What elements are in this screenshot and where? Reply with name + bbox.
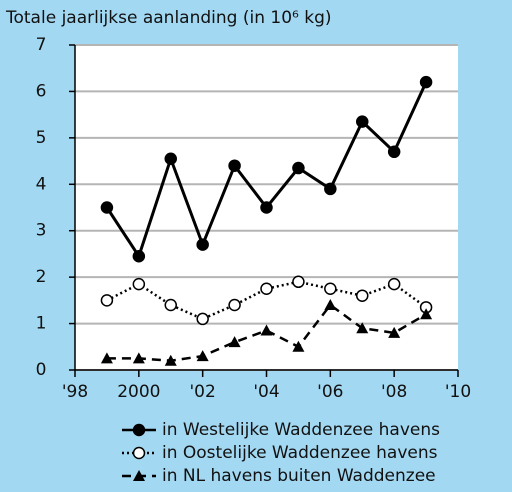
y-tick-label: 1 — [36, 314, 47, 334]
y-tick-label: 3 — [36, 221, 47, 241]
marker — [387, 277, 401, 291]
marker — [228, 159, 241, 172]
legend-label: in NL havens buiten Waddenzee — [162, 466, 436, 486]
marker — [324, 182, 337, 196]
marker — [228, 298, 241, 312]
marker — [420, 308, 433, 320]
x-tick-label: '06 — [317, 382, 343, 402]
legend-marker — [132, 423, 146, 437]
legend-label: in Oostelijke Waddenzee havens — [162, 443, 438, 463]
y-tick-label: 4 — [36, 174, 47, 194]
marker — [260, 201, 273, 214]
marker — [388, 326, 401, 338]
marker — [132, 352, 145, 364]
series-line — [106, 303, 427, 362]
marker — [292, 340, 305, 352]
marker — [196, 238, 209, 251]
chart-title: Totale jaarlijkse aanlanding (in 10⁶ kg) — [5, 8, 332, 28]
marker — [132, 277, 146, 291]
y-tick-label: 6 — [36, 81, 47, 101]
y-tick-label: 2 — [36, 267, 47, 287]
marker — [292, 275, 305, 289]
x-tick-label: '02 — [190, 382, 216, 402]
series-line — [106, 280, 427, 321]
legend-marker — [132, 446, 146, 460]
y-tick-label: 0 — [36, 360, 47, 380]
legend-label: in Westelijke Waddenzee havens — [162, 420, 440, 440]
marker — [324, 299, 337, 310]
marker — [100, 294, 114, 307]
legend-marker — [133, 470, 145, 481]
marker — [387, 145, 401, 159]
x-tick-label: '10 — [445, 382, 471, 402]
x-tick-label: '98 — [62, 382, 88, 402]
marker — [260, 324, 273, 336]
x-tick-label: 2000 — [117, 382, 160, 402]
marker — [164, 298, 177, 312]
marker — [260, 282, 273, 295]
marker — [196, 312, 209, 326]
y-tick-label: 7 — [36, 35, 47, 55]
marker — [356, 322, 369, 334]
marker — [292, 161, 305, 175]
y-tick-label: 5 — [36, 128, 47, 148]
marker — [324, 282, 337, 295]
marker — [356, 289, 369, 302]
marker — [228, 336, 241, 348]
marker — [164, 354, 177, 366]
marker — [132, 250, 146, 263]
marker — [164, 152, 177, 165]
marker — [100, 201, 114, 214]
x-tick-label: '08 — [381, 382, 407, 402]
marker — [419, 75, 433, 89]
marker — [100, 352, 113, 364]
x-tick-label: '04 — [253, 382, 279, 402]
marker — [196, 350, 209, 362]
marker — [356, 115, 369, 128]
